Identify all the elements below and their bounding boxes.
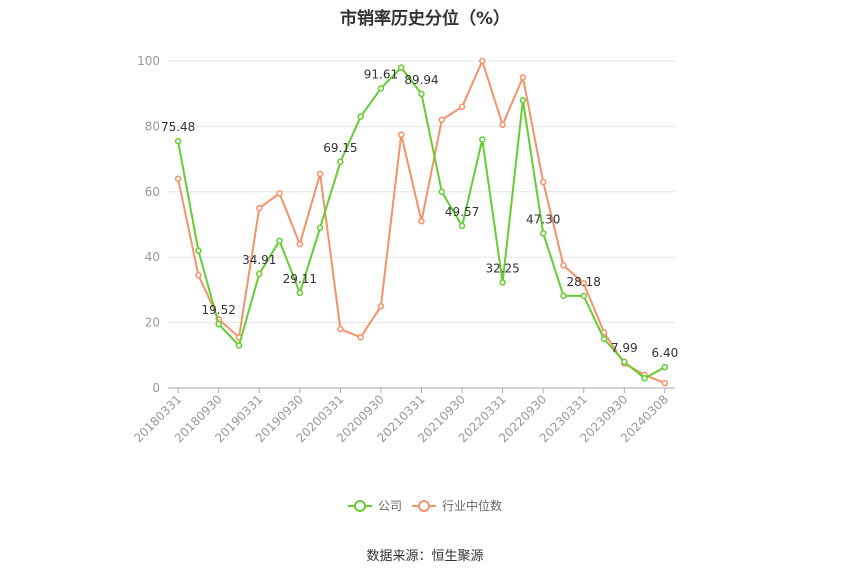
data-point [458,103,466,111]
data-point [296,240,304,248]
y-tick-label: 60 [145,185,160,199]
data-point [296,289,304,297]
data-point [539,178,547,186]
data-point [661,379,669,387]
data-point [316,224,324,232]
data-label: 75.48 [161,120,195,134]
data-point [519,96,527,104]
data-point [499,279,506,286]
data-point [580,292,587,300]
data-label: 69.15 [323,141,357,155]
data-point [357,334,364,341]
data-label: 91.61 [364,67,398,81]
data-label: 29.11 [283,272,317,286]
data-point [337,158,344,166]
data-label: 89.94 [404,73,438,87]
data-point [661,363,669,371]
data-point [621,358,628,366]
data-label: 19.52 [202,303,236,317]
data-point [397,131,405,138]
data-point [580,280,587,287]
data-point [316,170,324,178]
data-label: 34.91 [242,253,276,267]
data-point [377,85,385,92]
legend-marker [354,500,366,512]
data-point [337,325,344,333]
legend[interactable]: 公司 行业中位数 [348,498,502,513]
data-point [397,64,405,71]
data-point [499,121,506,129]
legend-item[interactable]: 公司 [348,499,402,513]
data-point [539,230,547,237]
y-tick-label: 100 [137,54,160,68]
data-source: 数据来源：恒生聚源 [366,549,484,564]
y-tick-label: 80 [145,119,160,133]
data-label: 47.30 [526,212,560,226]
data-point [276,190,283,197]
chart-title: 市销率历史分位（%） [339,9,511,29]
data-label: 49.57 [445,205,479,219]
y-tick-label: 0 [152,381,160,395]
data-point [641,374,648,382]
data-point [174,175,182,182]
data-point [560,292,567,300]
data-point [256,270,263,278]
data-point [195,247,202,254]
data-point [256,204,263,212]
legend-item[interactable]: 行业中位数 [412,498,502,513]
data-point [195,271,202,279]
legend-marker [418,500,430,512]
y-tick-label: 40 [145,250,160,264]
data-point [600,335,608,343]
data-point [458,222,466,230]
data-labels: 75.48 19.52 34.91 29.11 69.15 91.61 89.94 49.57… [161,67,678,360]
legend-label: 行业中位数 [442,498,502,513]
data-label: 6.40 [652,346,679,360]
data-point [235,342,243,349]
data-label: 28.18 [567,275,601,289]
data-point [479,57,486,65]
data-label: 32.25 [485,262,519,276]
data-point [479,136,486,143]
data-point [418,217,425,225]
data-point [418,90,425,98]
legend-label: 公司 [378,499,402,513]
series-lines [174,57,669,387]
grid-lines [168,60,675,324]
data-point [215,320,222,328]
data-point [438,116,446,124]
data-point [519,74,527,81]
data-label: 7.99 [611,341,638,355]
data-point [438,188,446,196]
data-point [377,303,385,310]
data-point [276,237,283,245]
y-tick-label: 20 [145,316,160,330]
data-point [357,113,364,120]
data-point [560,262,567,269]
data-point [174,137,182,145]
axes: 0204060801002018033120180930201903312019… [131,54,675,445]
